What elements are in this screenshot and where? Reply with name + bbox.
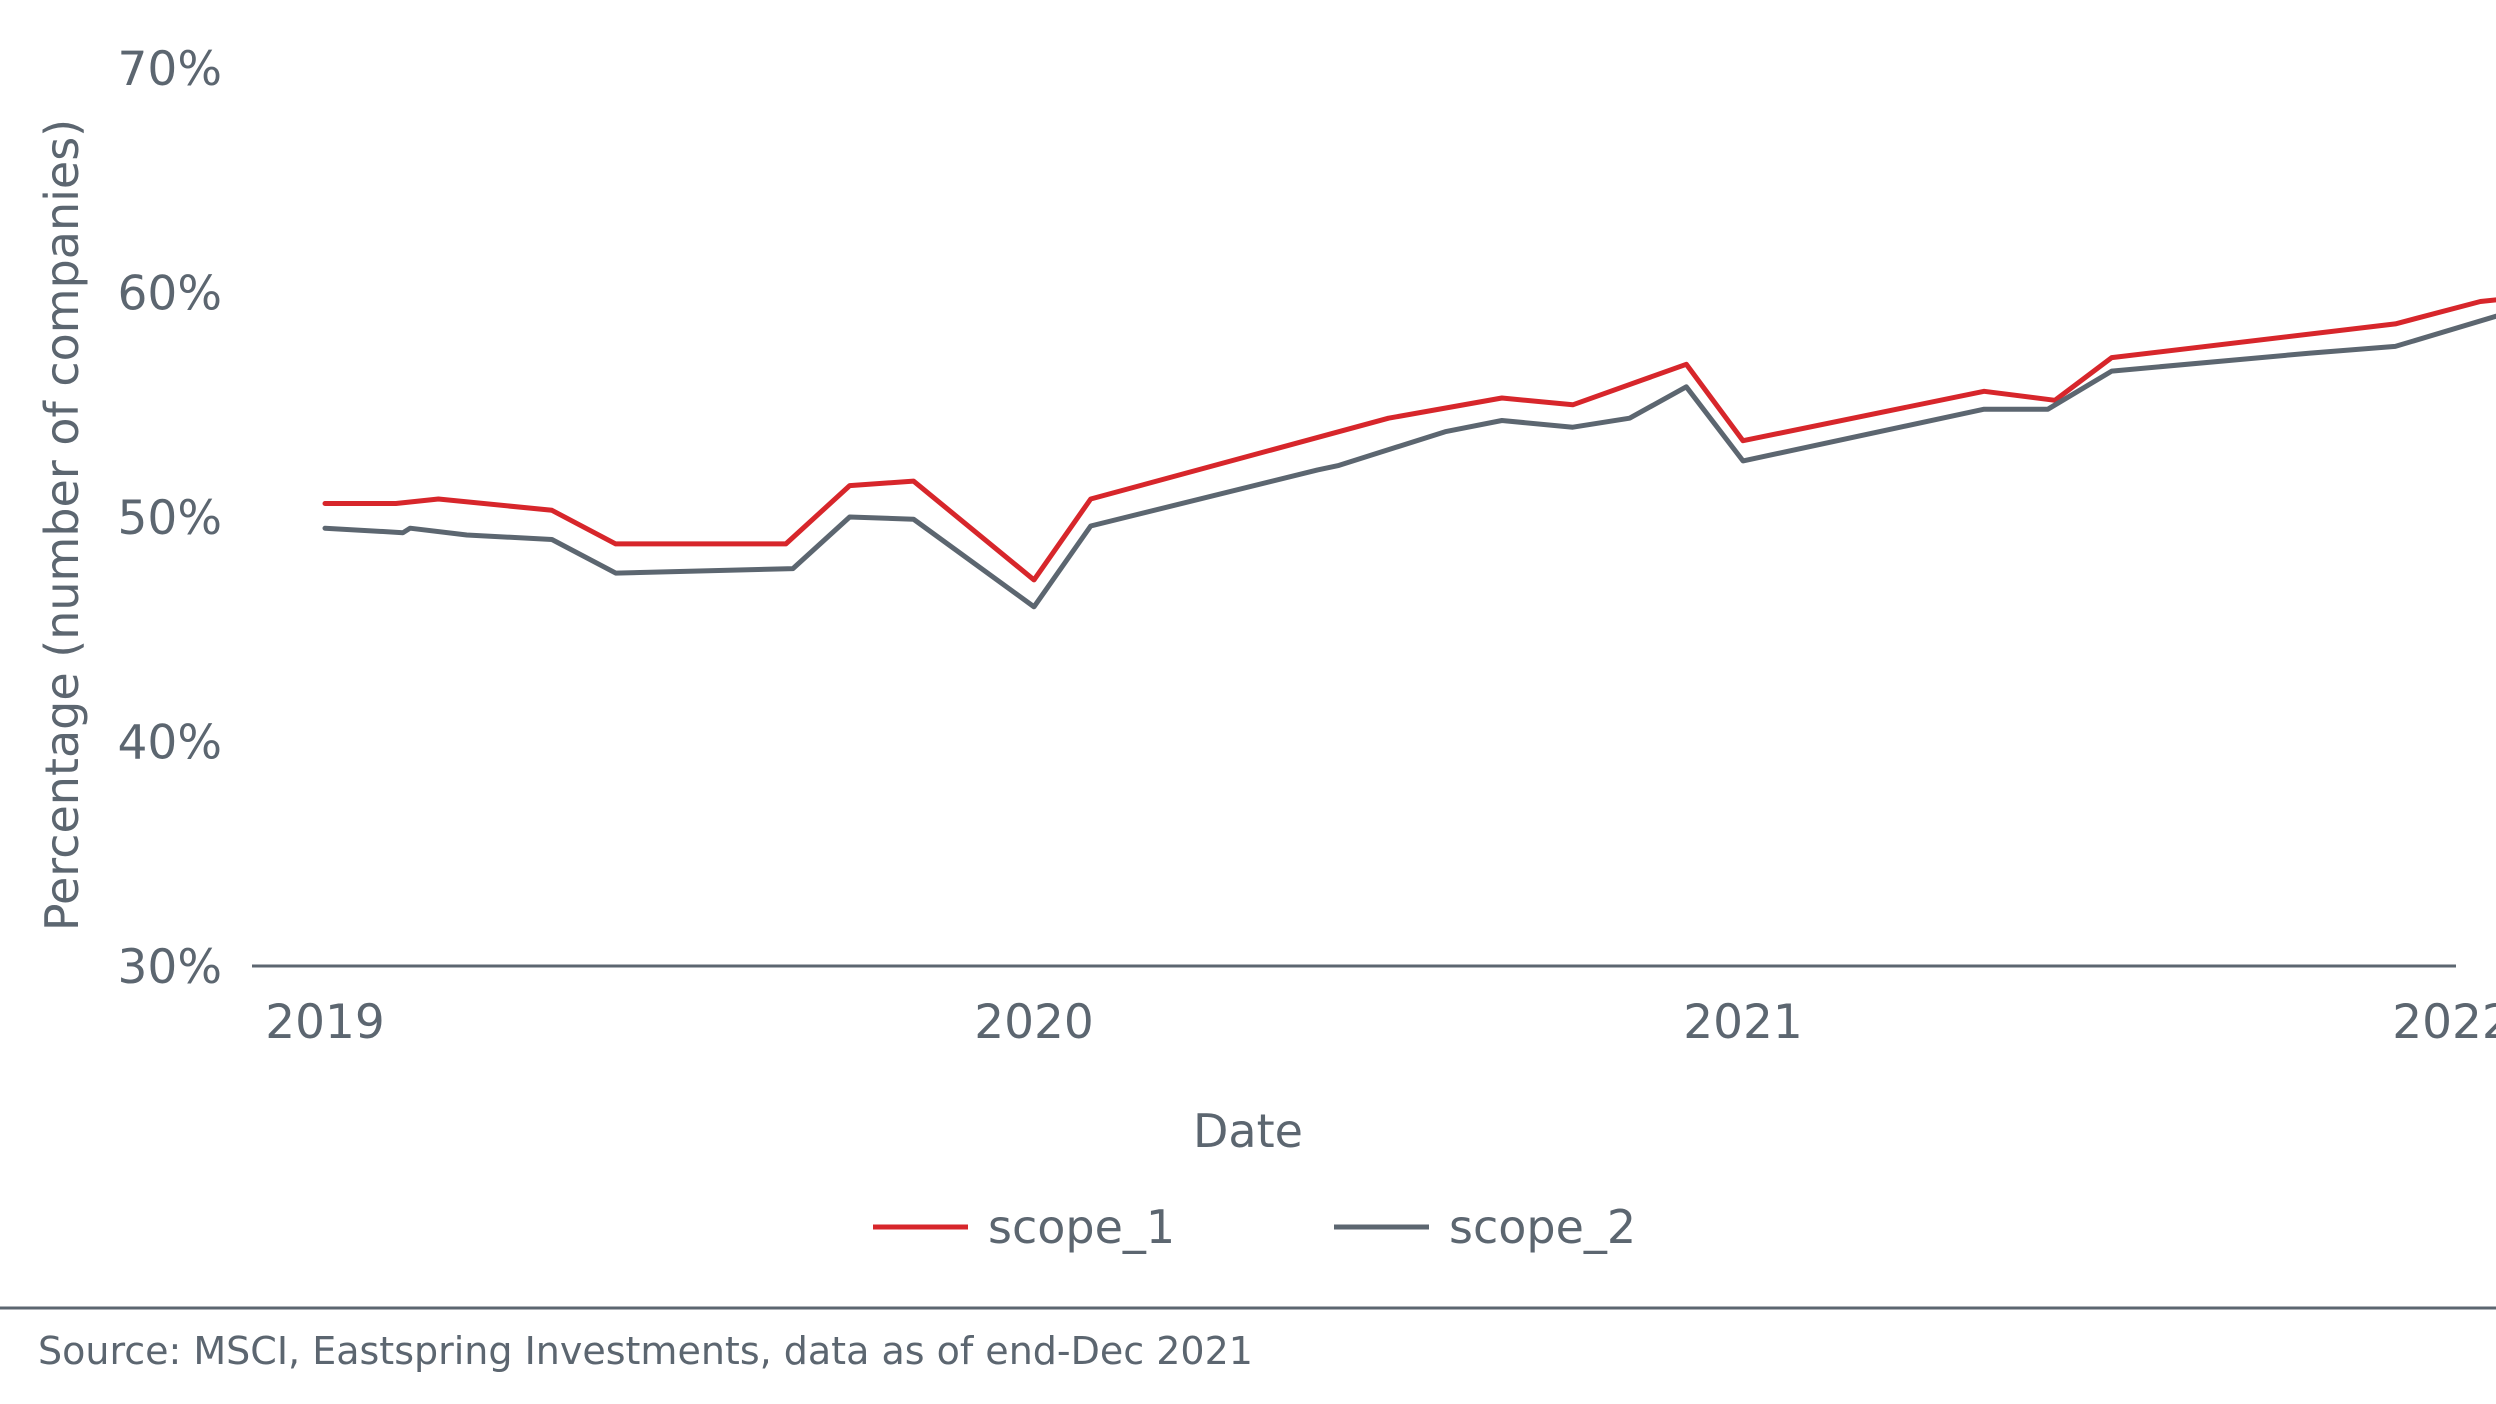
x-axis-title: Date [1193, 1104, 1303, 1158]
y-axis-ticks: 30% 40% 50% 60% 70% [118, 42, 222, 995]
x-tick-label: 2019 [265, 995, 385, 1050]
series-lines [322, 297, 2496, 610]
y-axis-title: Percentage (number of companies) [35, 119, 89, 931]
x-tick-label: 2020 [974, 995, 1094, 1050]
series-line-scope-1 [322, 297, 2496, 583]
y-tick-label: 70% [118, 42, 222, 97]
legend: scope_1 scope_2 [873, 1200, 1636, 1254]
y-tick-label: 40% [118, 716, 222, 771]
y-tick-label: 30% [118, 940, 222, 995]
x-tick-label: 2021 [1683, 995, 1803, 1050]
source-note: Source: MSCI, Eastspring Investments, da… [38, 1329, 1253, 1373]
y-tick-label: 60% [118, 267, 222, 322]
x-axis-ticks: 2019 2020 2021 2022 [265, 995, 2496, 1050]
legend-label-scope-2: scope_2 [1449, 1200, 1636, 1254]
y-tick-label: 50% [118, 491, 222, 546]
series-line-scope-2 [322, 313, 2496, 610]
x-tick-label: 2022 [2392, 995, 2496, 1050]
legend-label-scope-1: scope_1 [988, 1200, 1175, 1254]
